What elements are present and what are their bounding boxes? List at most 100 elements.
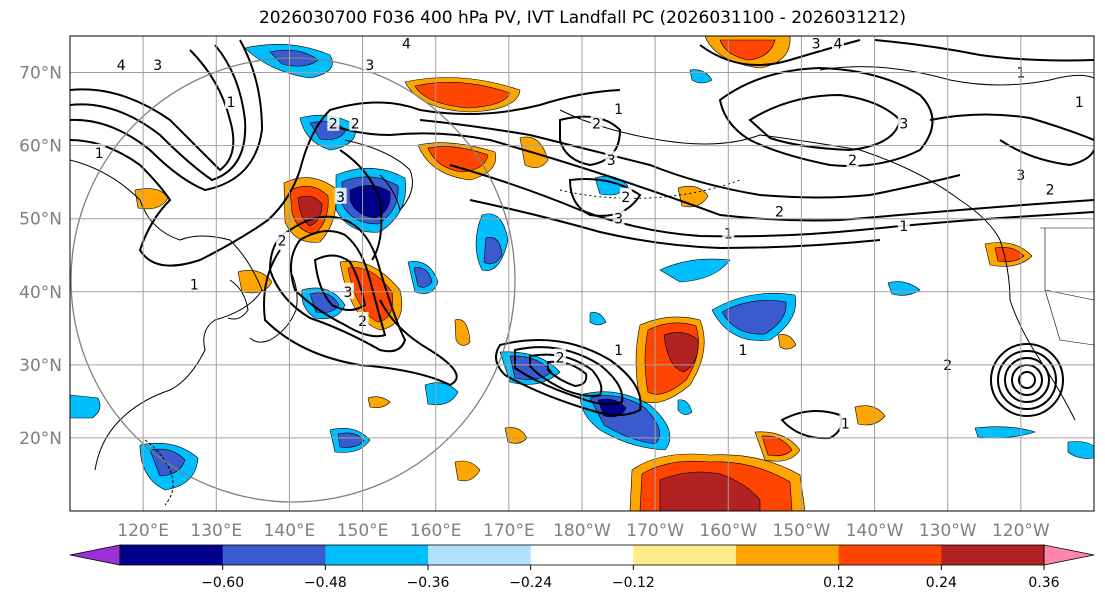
svg-text:1: 1 bbox=[738, 343, 747, 359]
pv-contour bbox=[449, 164, 1094, 238]
svg-text:3: 3 bbox=[365, 58, 374, 74]
pv-contour bbox=[290, 230, 387, 338]
pv-anomaly-positive bbox=[454, 319, 471, 346]
pv-anomaly-positive bbox=[504, 427, 528, 444]
contour-label: 3 bbox=[897, 114, 910, 133]
contour-label: 2 bbox=[327, 114, 340, 133]
pv-contour bbox=[1004, 357, 1050, 403]
svg-text:2: 2 bbox=[556, 351, 565, 367]
contour-label: 2 bbox=[590, 114, 603, 133]
pv-contour bbox=[313, 254, 367, 311]
svg-text:3: 3 bbox=[153, 58, 162, 74]
contour-label: 3 bbox=[810, 36, 823, 52]
contour-label: 1 bbox=[897, 217, 910, 235]
pv-contours bbox=[70, 39, 1094, 440]
contour-label: 4 bbox=[115, 56, 128, 74]
pv-contour bbox=[329, 124, 1094, 222]
coastline-japan bbox=[249, 269, 298, 343]
pv-contour bbox=[990, 343, 1064, 417]
contour-label: 3 bbox=[612, 209, 625, 228]
pv-contour bbox=[268, 215, 407, 353]
pv-contour bbox=[70, 89, 621, 267]
pv-anomaly-negative bbox=[424, 382, 459, 406]
lon-tick-label: 160°W bbox=[699, 521, 757, 541]
lon-tick-label: 180°W bbox=[553, 521, 611, 541]
lon-tick-label: 120°W bbox=[992, 521, 1050, 541]
pv-anomaly-positive bbox=[367, 396, 391, 409]
contour-label: 4 bbox=[400, 36, 413, 52]
lon-tick-label: 170°W bbox=[626, 521, 684, 541]
pv-anomaly-positive bbox=[777, 334, 797, 350]
pv-contour bbox=[780, 410, 843, 440]
lon-tick-label: 170°E bbox=[483, 521, 535, 541]
svg-text:4: 4 bbox=[402, 36, 411, 52]
pv-anomaly-negative bbox=[677, 399, 693, 415]
lat-tick-label: 60°N bbox=[19, 137, 62, 157]
pv-anomaly-positive-core bbox=[427, 146, 489, 173]
contour-label: 1 bbox=[93, 143, 106, 162]
pv-contour bbox=[997, 350, 1057, 410]
pv-contour bbox=[874, 39, 1094, 62]
pv-anomaly-negative bbox=[689, 69, 713, 84]
pv-contour bbox=[999, 139, 1094, 167]
svg-text:2: 2 bbox=[621, 190, 630, 206]
contour-label: 1 bbox=[612, 100, 625, 118]
svg-text:1: 1 bbox=[1075, 95, 1084, 111]
pv-contour bbox=[70, 49, 235, 172]
pv-anomaly-positive-max bbox=[659, 471, 761, 511]
lon-tick-label: 140°E bbox=[264, 521, 316, 541]
contour-label: 2 bbox=[1044, 180, 1057, 198]
pv-anomaly-negative-core bbox=[337, 432, 365, 448]
pv-anomaly-negative bbox=[70, 394, 101, 419]
pv-contour bbox=[263, 249, 458, 387]
svg-text:1: 1 bbox=[841, 416, 850, 432]
border-line bbox=[1044, 289, 1094, 346]
svg-text:1: 1 bbox=[190, 277, 199, 293]
contour-label: 1 bbox=[839, 414, 852, 432]
coastline-kamchatka bbox=[344, 139, 413, 212]
contour-label: 3 bbox=[151, 56, 164, 74]
contour-label: 2 bbox=[773, 202, 786, 220]
pv-anomaly-negative bbox=[589, 312, 607, 326]
map-frame bbox=[69, 35, 1095, 512]
svg-text:4: 4 bbox=[834, 36, 843, 52]
pv-contour bbox=[339, 149, 383, 261]
lat-tick-label: 40°N bbox=[19, 283, 62, 303]
svg-text:3: 3 bbox=[812, 36, 821, 52]
lat-tick-label: 20°N bbox=[19, 429, 62, 449]
pv-anomaly-negative bbox=[974, 426, 1036, 439]
coastline-philippines bbox=[144, 439, 174, 506]
contour-label: 2 bbox=[554, 348, 567, 367]
lon-tick-label: 130°W bbox=[919, 521, 977, 541]
gridlines bbox=[70, 36, 1094, 511]
svg-text:1: 1 bbox=[614, 343, 623, 359]
svg-text:4: 4 bbox=[117, 58, 126, 74]
pv-contour bbox=[469, 199, 881, 250]
pv-anomaly-positive bbox=[454, 460, 481, 482]
pv-anomaly-positive bbox=[237, 270, 273, 294]
svg-text:3: 3 bbox=[899, 117, 908, 133]
pv-anomaly-negative bbox=[887, 281, 921, 296]
landfall-region-ring bbox=[70, 57, 516, 503]
contour-label: 4 bbox=[832, 36, 844, 52]
lon-tick-label: 150°W bbox=[773, 521, 831, 541]
lon-tick-label: 120°E bbox=[117, 521, 169, 541]
contour-label: 1 bbox=[1073, 92, 1086, 111]
pv-contour bbox=[929, 113, 1094, 141]
pv-anomaly-positive bbox=[854, 405, 886, 426]
pv-anomaly-positive-core bbox=[994, 247, 1025, 263]
svg-text:2: 2 bbox=[329, 117, 338, 133]
contour-label: 2 bbox=[349, 114, 362, 133]
longitude-labels: 120°E 130°E 140°E 150°E 160°E 170°E 180°W 170°W… bbox=[117, 521, 1050, 541]
pv-contour bbox=[514, 346, 624, 406]
coastline-north bbox=[819, 66, 1094, 86]
pv-contour bbox=[1011, 364, 1043, 396]
lon-tick-label: 160°E bbox=[410, 521, 462, 541]
contour-label: 2 bbox=[276, 231, 289, 250]
pv-contour bbox=[70, 44, 247, 182]
pv-shading bbox=[70, 36, 1094, 511]
coastline-korea bbox=[227, 279, 249, 320]
pv-contour bbox=[70, 39, 264, 192]
